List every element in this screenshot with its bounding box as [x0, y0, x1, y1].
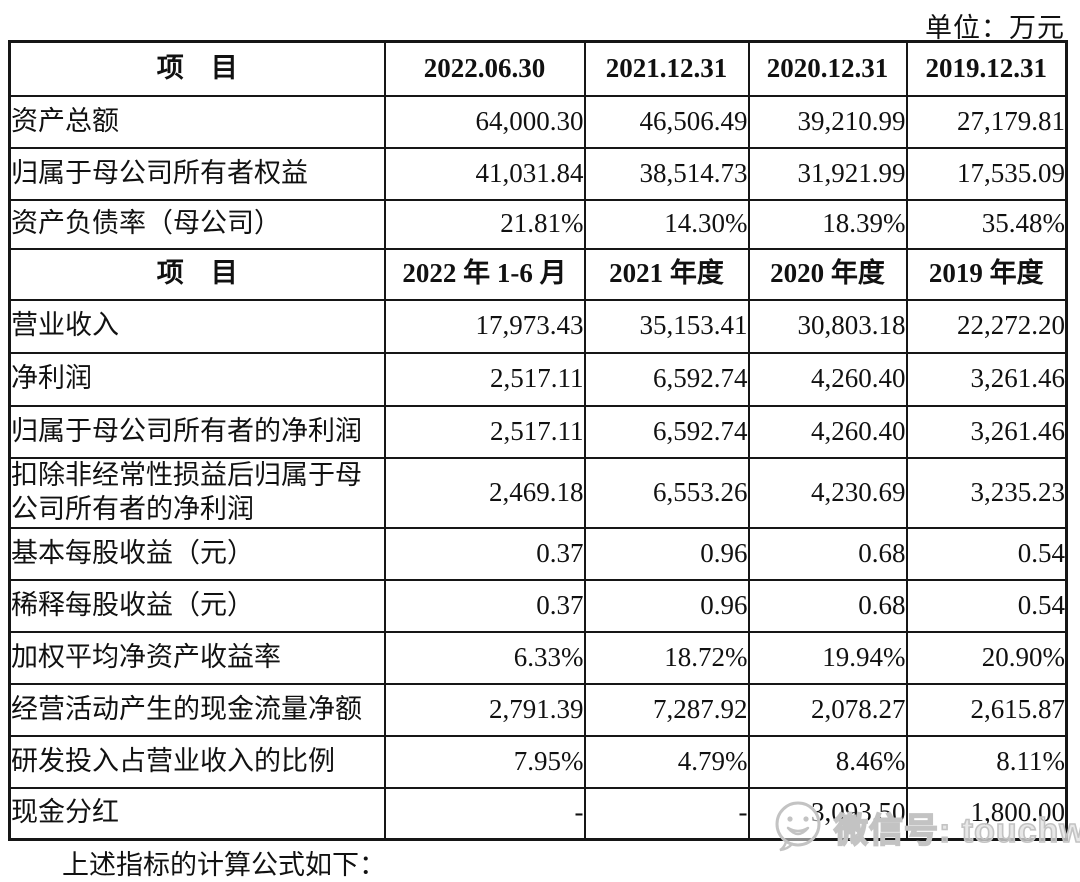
table-row-deducted-net-profit: 扣除非经常性损益后归属于母公司所有者的净利润 2,469.18 6,553.26… — [8, 456, 1068, 529]
value-cell: 41,031.84 — [383, 146, 586, 201]
column-header-period-2021: 2021 年度 — [583, 247, 750, 301]
value-cell: 21.81% — [383, 198, 586, 250]
table-row-debt-ratio: 资产负债率（母公司） 21.81% 14.30% 18.39% 35.48% — [8, 198, 1068, 250]
value-cell: 19.94% — [747, 630, 908, 685]
value-cell: 0.37 — [383, 526, 586, 581]
value-cell: 3,261.46 — [905, 351, 1068, 407]
column-header-period-2019: 2019 年度 — [905, 247, 1068, 301]
column-header-date-2020: 2020.12.31 — [747, 40, 908, 97]
value-cell: 18.39% — [747, 198, 908, 250]
table-row-total-assets: 资产总额 64,000.30 46,506.49 39,210.99 27,17… — [8, 94, 1068, 149]
value-cell: 6,592.74 — [583, 404, 750, 459]
value-cell: 4.79% — [583, 734, 750, 789]
value-cell: 64,000.30 — [383, 94, 586, 149]
column-header-item: 项 目 — [8, 40, 386, 97]
row-label: 现金分红 — [8, 786, 386, 841]
row-label: 基本每股收益（元） — [8, 526, 386, 581]
value-cell: 0.68 — [747, 578, 908, 633]
value-cell: 20.90% — [905, 630, 1068, 685]
value-cell: 4,230.69 — [747, 456, 908, 529]
value-cell: 6,553.26 — [583, 456, 750, 529]
column-header-item: 项 目 — [8, 247, 386, 301]
row-label: 经营活动产生的现金流量净额 — [8, 682, 386, 737]
row-label: 营业收入 — [8, 298, 386, 354]
row-label: 研发投入占营业收入的比例 — [8, 734, 386, 789]
row-label: 归属于母公司所有者权益 — [8, 146, 386, 201]
value-cell: 2,078.27 — [747, 682, 908, 737]
value-cell: 7.95% — [383, 734, 586, 789]
value-cell: 4,260.40 — [747, 404, 908, 459]
value-cell: 1,800.00 — [905, 786, 1068, 841]
value-cell: 14.30% — [583, 198, 750, 250]
row-label: 资产负债率（母公司） — [8, 198, 386, 250]
value-cell: 8.11% — [905, 734, 1068, 789]
value-cell: 6,592.74 — [583, 351, 750, 407]
value-cell: 2,517.11 — [383, 351, 586, 407]
value-cell: 2,517.11 — [383, 404, 586, 459]
financial-metrics-table: 项 目 2022.06.30 2021.12.31 2020.12.31 201… — [8, 40, 1068, 841]
value-cell: 2,469.18 — [383, 456, 586, 529]
value-cell: 17,973.43 — [383, 298, 586, 354]
table-row-parent-net-profit: 归属于母公司所有者的净利润 2,517.11 6,592.74 4,260.40… — [8, 404, 1068, 459]
value-cell: - — [383, 786, 586, 841]
unit-label: 单位：万元 — [925, 13, 1065, 43]
row-label: 加权平均净资产收益率 — [8, 630, 386, 685]
value-cell: 35,153.41 — [583, 298, 750, 354]
column-header-period-2020: 2020 年度 — [747, 247, 908, 301]
row-label: 扣除非经常性损益后归属于母公司所有者的净利润 — [8, 456, 386, 529]
value-cell: 39,210.99 — [747, 94, 908, 149]
value-cell: 0.68 — [747, 526, 908, 581]
value-cell: 3,261.46 — [905, 404, 1068, 459]
value-cell: 22,272.20 — [905, 298, 1068, 354]
value-cell: 30,803.18 — [747, 298, 908, 354]
value-cell: 31,921.99 — [747, 146, 908, 201]
table-header-row-balance: 项 目 2022.06.30 2021.12.31 2020.12.31 201… — [8, 40, 1068, 97]
formula-note: 上述指标的计算公式如下： — [62, 850, 386, 880]
table-row-cash-dividend: 现金分红 - - 3,093.50 1,800.00 — [8, 786, 1068, 841]
value-cell: 4,260.40 — [747, 351, 908, 407]
value-cell: 3,093.50 — [747, 786, 908, 841]
value-cell: - — [583, 786, 750, 841]
table-row-weighted-roe: 加权平均净资产收益率 6.33% 18.72% 19.94% 20.90% — [8, 630, 1068, 685]
value-cell: 0.54 — [905, 526, 1068, 581]
row-label: 归属于母公司所有者的净利润 — [8, 404, 386, 459]
value-cell: 17,535.09 — [905, 146, 1068, 201]
value-cell: 27,179.81 — [905, 94, 1068, 149]
table-row-diluted-eps: 稀释每股收益（元） 0.37 0.96 0.68 0.54 — [8, 578, 1068, 633]
value-cell: 2,791.39 — [383, 682, 586, 737]
column-header-date-2019: 2019.12.31 — [905, 40, 1068, 97]
value-cell: 0.96 — [583, 578, 750, 633]
value-cell: 38,514.73 — [583, 146, 750, 201]
column-header-date-2021: 2021.12.31 — [583, 40, 750, 97]
row-label: 稀释每股收益（元） — [8, 578, 386, 633]
value-cell: 3,235.23 — [905, 456, 1068, 529]
column-header-period-2022: 2022 年 1-6 月 — [383, 247, 586, 301]
value-cell: 18.72% — [583, 630, 750, 685]
row-label: 资产总额 — [8, 94, 386, 149]
value-cell: 0.96 — [583, 526, 750, 581]
table-row-operating-cash-flow: 经营活动产生的现金流量净额 2,791.39 7,287.92 2,078.27… — [8, 682, 1068, 737]
table-row-net-profit: 净利润 2,517.11 6,592.74 4,260.40 3,261.46 — [8, 351, 1068, 407]
value-cell: 6.33% — [383, 630, 586, 685]
value-cell: 2,615.87 — [905, 682, 1068, 737]
value-cell: 7,287.92 — [583, 682, 750, 737]
value-cell: 46,506.49 — [583, 94, 750, 149]
row-label: 净利润 — [8, 351, 386, 407]
table-row-basic-eps: 基本每股收益（元） 0.37 0.96 0.68 0.54 — [8, 526, 1068, 581]
value-cell: 8.46% — [747, 734, 908, 789]
value-cell: 0.54 — [905, 578, 1068, 633]
value-cell: 35.48% — [905, 198, 1068, 250]
table-row-parent-equity: 归属于母公司所有者权益 41,031.84 38,514.73 31,921.9… — [8, 146, 1068, 201]
table-row-rd-ratio: 研发投入占营业收入的比例 7.95% 4.79% 8.46% 8.11% — [8, 734, 1068, 789]
table-row-revenue: 营业收入 17,973.43 35,153.41 30,803.18 22,27… — [8, 298, 1068, 354]
table-header-row-income: 项 目 2022 年 1-6 月 2021 年度 2020 年度 2019 年度 — [8, 247, 1068, 301]
column-header-date-2022: 2022.06.30 — [383, 40, 586, 97]
value-cell: 0.37 — [383, 578, 586, 633]
